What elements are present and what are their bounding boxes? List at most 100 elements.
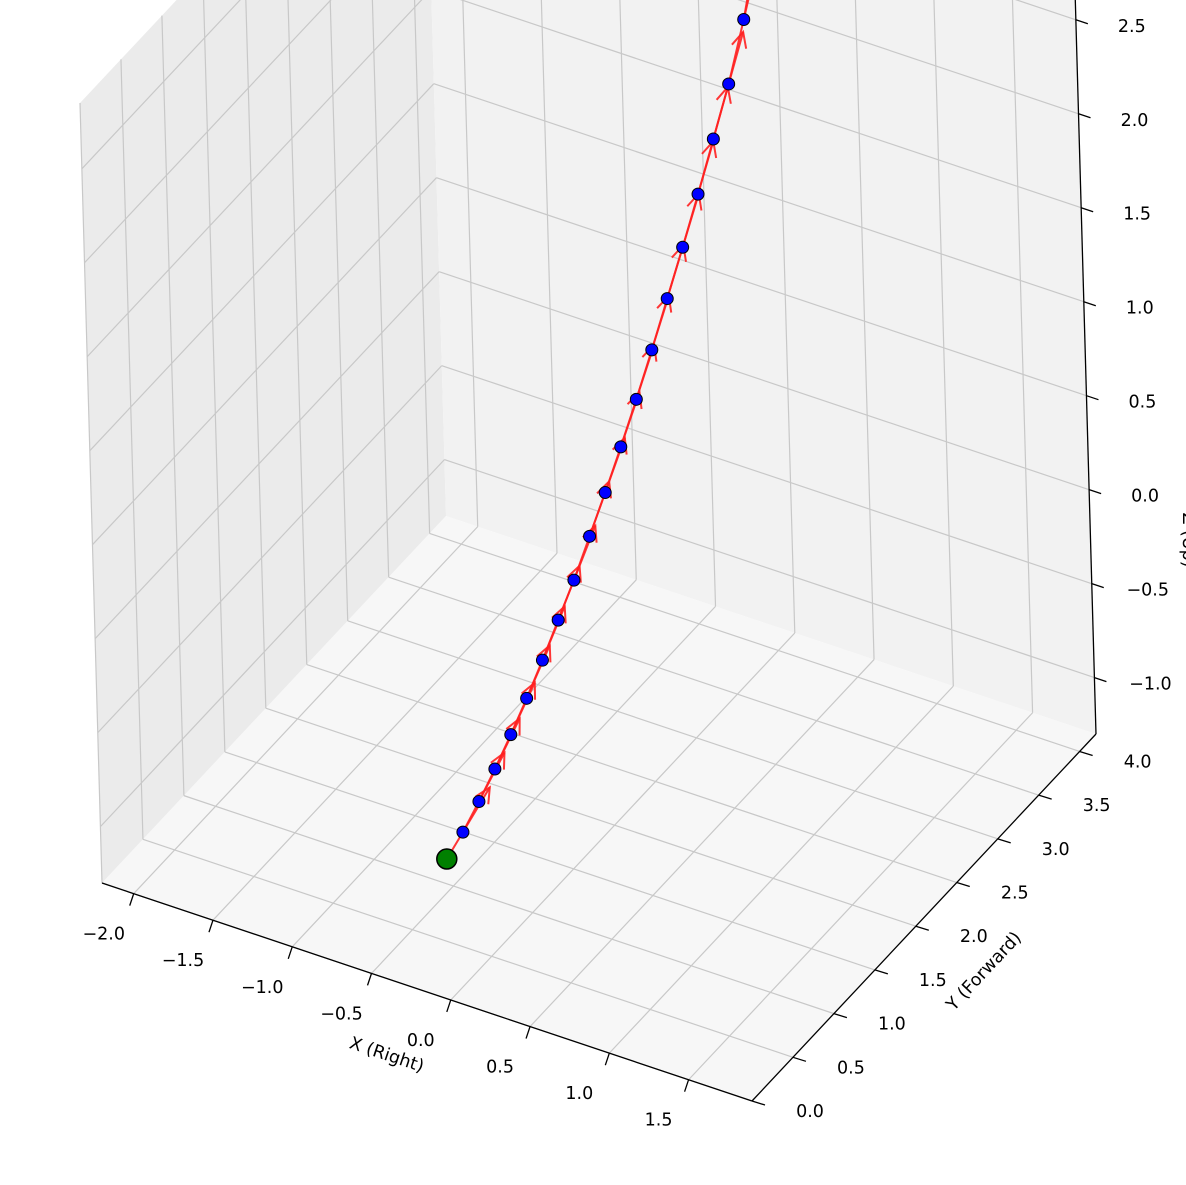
trajectory-point	[691, 187, 705, 201]
grid-line-z-left	[81, 0, 241, 170]
y-tick-label: 4.0	[1124, 752, 1152, 772]
direction-arrow-head	[475, 785, 491, 805]
grid-line-y-left	[371, 0, 390, 578]
z-tick-label: 0.0	[1131, 487, 1159, 507]
x-tick-label: −0.5	[320, 1004, 363, 1024]
y-tick-mark	[751, 1100, 766, 1106]
grid-line-x-back	[854, 0, 875, 660]
y-tick-mark	[956, 881, 970, 888]
trajectory-points	[436, 12, 751, 870]
z-tick-mark	[1091, 583, 1104, 589]
z-tick-label: 2.5	[1118, 17, 1146, 37]
trajectory-point	[535, 653, 549, 667]
x-tick-label: −2.0	[82, 925, 125, 945]
direction-arrow-head	[731, 29, 748, 49]
grid-line-z-back	[436, 177, 1087, 397]
grid-line-y-floor	[142, 838, 794, 1058]
direction-arrow-shaft	[742, 0, 749, 20]
trajectory-point	[676, 240, 690, 254]
z-tick-mark	[1078, 113, 1091, 119]
z-tick-label: −0.5	[1127, 581, 1170, 601]
grid-line-y-floor	[429, 532, 1080, 753]
y-tick-mark	[1038, 794, 1052, 800]
direction-arrow-shaft	[727, 0, 750, 85]
x-tick-mark	[604, 1052, 610, 1066]
direction-arrow-head	[520, 680, 537, 700]
grid-line-y-left	[120, 59, 144, 840]
grid-line-z-left	[99, 459, 445, 828]
y-tick-label: 3.5	[1083, 796, 1111, 816]
z-tick-label: 2.0	[1121, 111, 1149, 131]
trajectory-point	[614, 440, 628, 454]
y-tick-label: 0.5	[837, 1058, 865, 1078]
x-tick-mark	[525, 1026, 531, 1039]
back-pane	[431, 0, 1096, 734]
grid-line-z-back	[441, 365, 1092, 585]
z-tick-mark	[1083, 301, 1097, 307]
y-tick-mark	[1079, 750, 1093, 757]
y-tick-mark	[915, 925, 930, 931]
grid-line-y-floor	[265, 707, 917, 927]
grid-line-z-back	[438, 271, 1090, 491]
grid-line-y-left	[413, 0, 431, 534]
grid-line-y-floor	[183, 795, 835, 1015]
direction-arrow-head	[505, 716, 521, 736]
grid-line-x-back	[462, 0, 479, 527]
grid-line-z-left	[86, 0, 423, 358]
trajectory-point	[472, 795, 486, 809]
grid-line-y-left	[329, 0, 349, 621]
trajectory-point	[551, 613, 565, 627]
grid-line-y-floor	[388, 576, 1039, 796]
grid-line-z-back	[737, 0, 1079, 115]
trajectory-point	[583, 529, 597, 543]
axes-panes	[80, 0, 1096, 1101]
x-tick-mark	[287, 946, 293, 960]
trajectory-point	[737, 12, 751, 26]
x-tick-mark	[208, 920, 214, 933]
z-tick-label: 1.5	[1123, 205, 1151, 225]
x-tick-label: −1.5	[162, 951, 205, 971]
start-point	[436, 848, 458, 870]
grid-line-y-left	[245, 0, 267, 709]
y-tick-mark	[792, 1056, 807, 1062]
trajectory-point	[504, 728, 518, 742]
z-axis-label: Z (Up)	[1178, 512, 1186, 567]
grid-line-y-floor	[306, 663, 957, 884]
direction-arrow-head	[490, 750, 506, 770]
trajectory-point	[520, 691, 534, 705]
z-tick-mark	[1080, 207, 1094, 213]
grid-line-z-left	[92, 177, 437, 546]
grid-line-x-back	[776, 0, 796, 633]
trajectory-point	[706, 132, 720, 146]
x-tick-mark	[446, 999, 452, 1013]
trajectory-point	[567, 573, 581, 587]
grid-line-y-left	[287, 0, 308, 665]
y-tick-label: 3.0	[1042, 840, 1070, 860]
grid-line-y-left	[161, 15, 185, 796]
z-tick-label: −1.0	[1129, 675, 1172, 695]
x-tick-label: 1.0	[565, 1084, 593, 1104]
y-tick-mark	[874, 969, 889, 975]
z-tick-mark	[1094, 676, 1107, 683]
grid-line-z-left	[94, 271, 440, 640]
x-tick-mark	[366, 973, 373, 986]
z-tick-mark	[1088, 489, 1102, 495]
x-tick-mark	[683, 1079, 690, 1092]
grid-line-y-floor	[347, 620, 998, 840]
grid-line-z-left	[89, 83, 435, 452]
trajectory-point	[660, 292, 674, 306]
trajectory-point	[722, 77, 736, 91]
z-axis-line	[1074, 0, 1097, 735]
trajectory-point	[488, 762, 502, 776]
y-tick-label: 1.0	[878, 1015, 906, 1035]
grid-line-y-floor	[224, 751, 876, 971]
y-tick-label: 2.5	[1001, 884, 1029, 904]
z-tick-label: 0.5	[1129, 393, 1157, 413]
z-tick-label: 1.0	[1126, 299, 1154, 319]
tick-marks	[129, 19, 1107, 1106]
z-tick-mark	[1075, 19, 1089, 25]
x-tick-label: −1.0	[241, 978, 284, 998]
trajectory-point	[598, 486, 612, 500]
y-tick-label: 2.0	[960, 927, 988, 947]
